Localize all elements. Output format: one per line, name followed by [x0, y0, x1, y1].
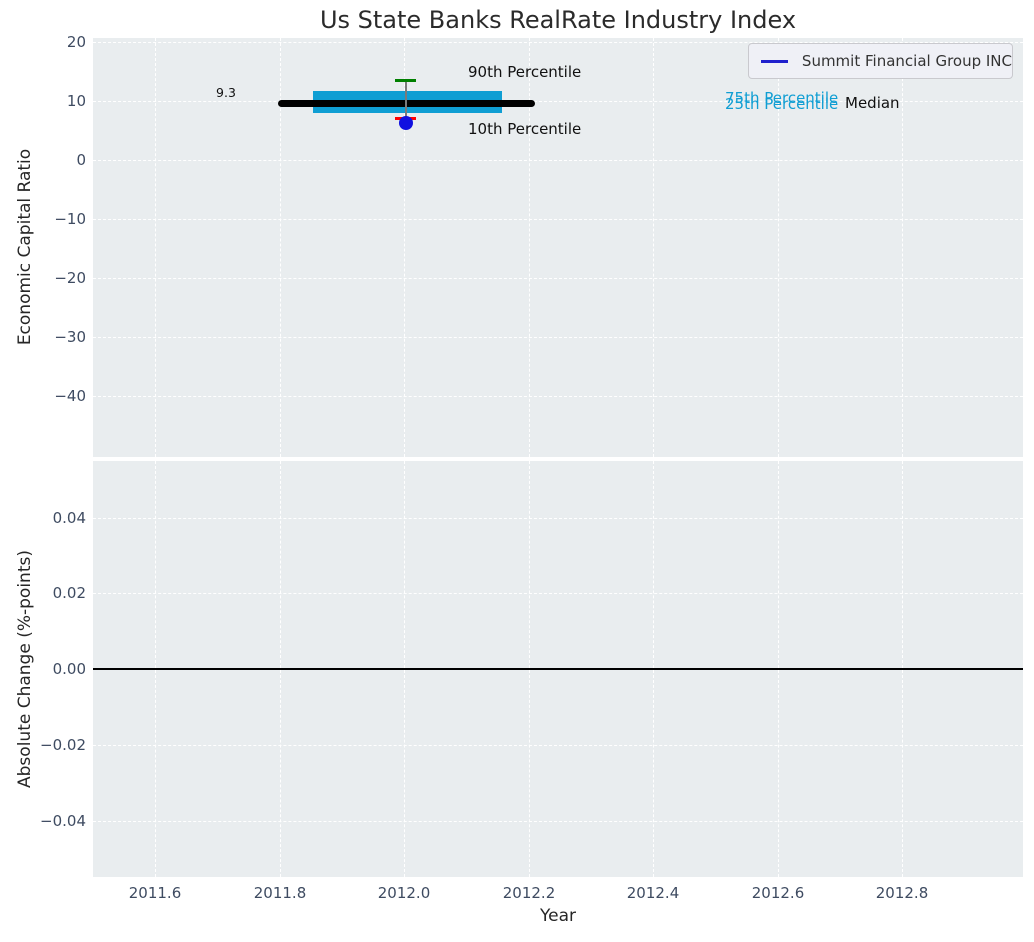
ytick-top: −20 [54, 269, 86, 287]
legend-label: Summit Financial Group INC [801, 52, 1012, 70]
gridline-horizontal [93, 42, 1023, 43]
bottom-y-axis-label: Absolute Change (%-points) [15, 550, 35, 788]
xtick: 2012.8 [875, 884, 929, 902]
gridline-vertical [404, 38, 405, 457]
ytick-top: −30 [54, 328, 86, 346]
gridline-vertical [778, 38, 779, 457]
annotation-90th-percentile: 90th Percentile [468, 63, 582, 81]
top-y-axis-label: Economic Capital Ratio [15, 148, 35, 346]
ytick-bottom: 0.04 [52, 509, 86, 527]
gridline-vertical [529, 38, 530, 457]
gridline-horizontal [93, 396, 1023, 397]
zero-reference-line [93, 668, 1023, 670]
ytick-bottom: 0.00 [52, 660, 86, 678]
gridline-horizontal [93, 518, 1023, 519]
ytick-top: −10 [54, 210, 86, 228]
gridline-horizontal [93, 593, 1023, 594]
ytick-top: 10 [66, 92, 86, 110]
gridline-horizontal [93, 101, 1023, 102]
annotation-10th-percentile: 10th Percentile [468, 120, 582, 138]
xtick: 2012.4 [626, 884, 680, 902]
bottom-axes-absolute-change [93, 461, 1023, 877]
x-axis-label: Year [540, 906, 576, 926]
gridline-horizontal [93, 821, 1023, 822]
gridline-horizontal [93, 219, 1023, 220]
gridline-horizontal [93, 160, 1023, 161]
annotation-25th-percentile: 25th Percentile [725, 95, 839, 113]
gridline-vertical [155, 38, 156, 457]
gridline-vertical [653, 38, 654, 457]
annotation-median: Median [845, 94, 900, 112]
xtick: 2011.8 [253, 884, 307, 902]
top-axes-economic-capital-ratio: 9.3 90th Percentile 10th Percentile 75th… [93, 38, 1023, 457]
ytick-top: −40 [54, 387, 86, 405]
median-value-label: 9.3 [216, 85, 236, 100]
legend-line-swatch [761, 59, 788, 63]
xtick: 2012.6 [751, 884, 805, 902]
gridline-horizontal [93, 745, 1023, 746]
gridline-vertical [902, 38, 903, 457]
gridline-horizontal [93, 278, 1023, 279]
ytick-bottom: −0.02 [40, 736, 86, 754]
chart-title: Us State Banks RealRate Industry Index [319, 6, 797, 34]
percentile-whisker [405, 80, 407, 119]
ytick-top: 0 [76, 151, 86, 169]
xtick: 2011.6 [128, 884, 182, 902]
company-data-point [399, 116, 413, 130]
ytick-top: 20 [66, 33, 86, 51]
p90-cap-marker [395, 79, 416, 82]
ytick-bottom: 0.02 [52, 584, 86, 602]
gridline-horizontal [93, 337, 1023, 338]
legend-box: Summit Financial Group INC [748, 43, 1013, 79]
gridline-vertical [280, 38, 281, 457]
xtick: 2012.2 [502, 884, 556, 902]
xtick: 2012.0 [377, 884, 431, 902]
ytick-bottom: −0.04 [40, 812, 86, 830]
annotation-75th-percentile: 75th Percentile [725, 89, 839, 107]
